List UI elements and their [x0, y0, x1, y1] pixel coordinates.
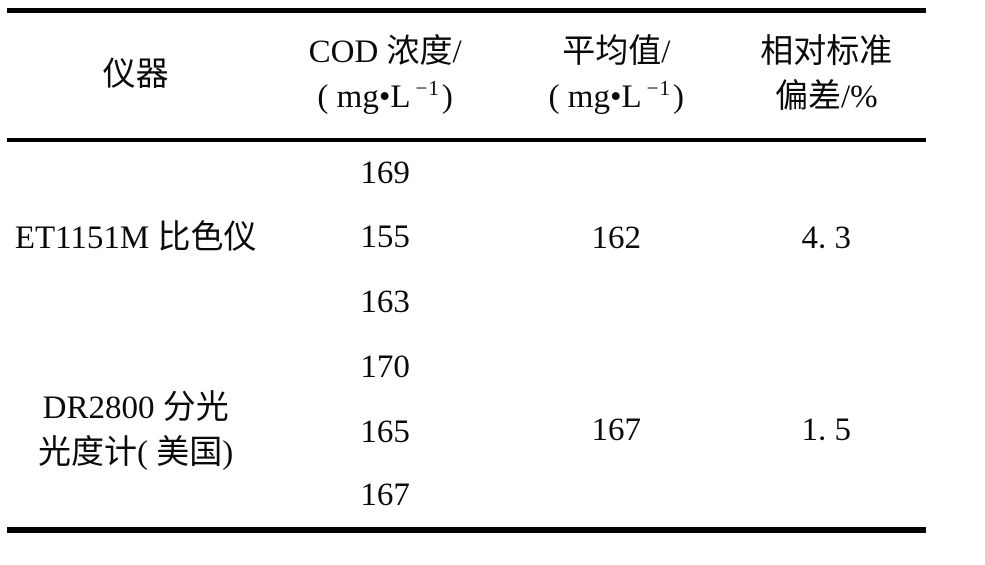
- cod-value-cell: 163: [360, 283, 410, 320]
- header-cod-unit: ( mg•L −1): [264, 75, 506, 120]
- cod-value-cell: 167: [360, 477, 410, 513]
- superscript-minus-one: −1: [646, 76, 671, 101]
- instrument-cell: ET1151M 比色仪: [7, 140, 264, 335]
- header-rsd: 相对标准 偏差/%: [727, 11, 926, 140]
- rsd-cell: 4. 3: [801, 219, 852, 256]
- cod-value-cell: 169: [360, 154, 410, 191]
- header-cod-concentration: COD 浓度/ ( mg•L −1): [264, 11, 506, 140]
- table-row: ET1151M 比色仪 169 162 4. 3: [7, 140, 926, 256]
- table-row: 167: [7, 465, 926, 530]
- instrument-name-line1: DR2800 分光: [42, 389, 229, 426]
- table-header: 仪器 COD 浓度/ ( mg•L −1) 平均值/ ( mg•L −1) 相对标准…: [7, 11, 926, 140]
- cod-value-cell: 155: [360, 218, 410, 255]
- instrument-name-line2: 光度计( 美国): [38, 434, 234, 471]
- cod-value-cell: 170: [360, 348, 410, 385]
- header-instrument-label: 仪器: [102, 56, 169, 93]
- instrument-name: ET1151M 比色仪: [14, 219, 257, 256]
- header-cod-title: COD 浓度/: [308, 34, 462, 71]
- header-average-title: 平均值/: [562, 34, 671, 71]
- cod-comparison-table: 仪器 COD 浓度/ ( mg•L −1) 平均值/ ( mg•L −1) 相对标准…: [7, 8, 926, 533]
- header-average-unit-pre: ( mg•L: [548, 79, 642, 116]
- instrument-cell: DR2800 分光 光度计( 美国): [7, 335, 264, 530]
- header-average-unit-post: ): [673, 79, 684, 116]
- table-row: 155: [7, 205, 926, 270]
- table-body: ET1151M 比色仪 169 162 4. 3 155 163 DR2800 …: [7, 140, 926, 530]
- table-row: 165: [7, 400, 926, 465]
- rsd-cell: 1. 5: [801, 412, 852, 448]
- table-row: DR2800 分光 光度计( 美国) 170 167 1. 5: [7, 335, 926, 471]
- header-row: 仪器 COD 浓度/ ( mg•L −1) 平均值/ ( mg•L −1) 相对标准…: [7, 11, 926, 140]
- header-cod-unit-post: ): [441, 79, 453, 116]
- table-row: 163: [7, 270, 926, 335]
- average-cell: 162: [591, 219, 642, 256]
- header-average: 平均值/ ( mg•L −1): [506, 11, 727, 140]
- header-instrument: 仪器: [7, 11, 264, 140]
- header-rsd-line2: 偏差/%: [774, 79, 878, 116]
- header-rsd-line1: 相对标准: [760, 34, 893, 71]
- header-cod-unit-pre: ( mg•L: [317, 79, 411, 116]
- header-average-unit: ( mg•L −1): [506, 75, 727, 120]
- cod-value-cell: 165: [360, 413, 410, 450]
- superscript-minus-one: −1: [415, 76, 440, 101]
- average-cell: 167: [591, 412, 642, 448]
